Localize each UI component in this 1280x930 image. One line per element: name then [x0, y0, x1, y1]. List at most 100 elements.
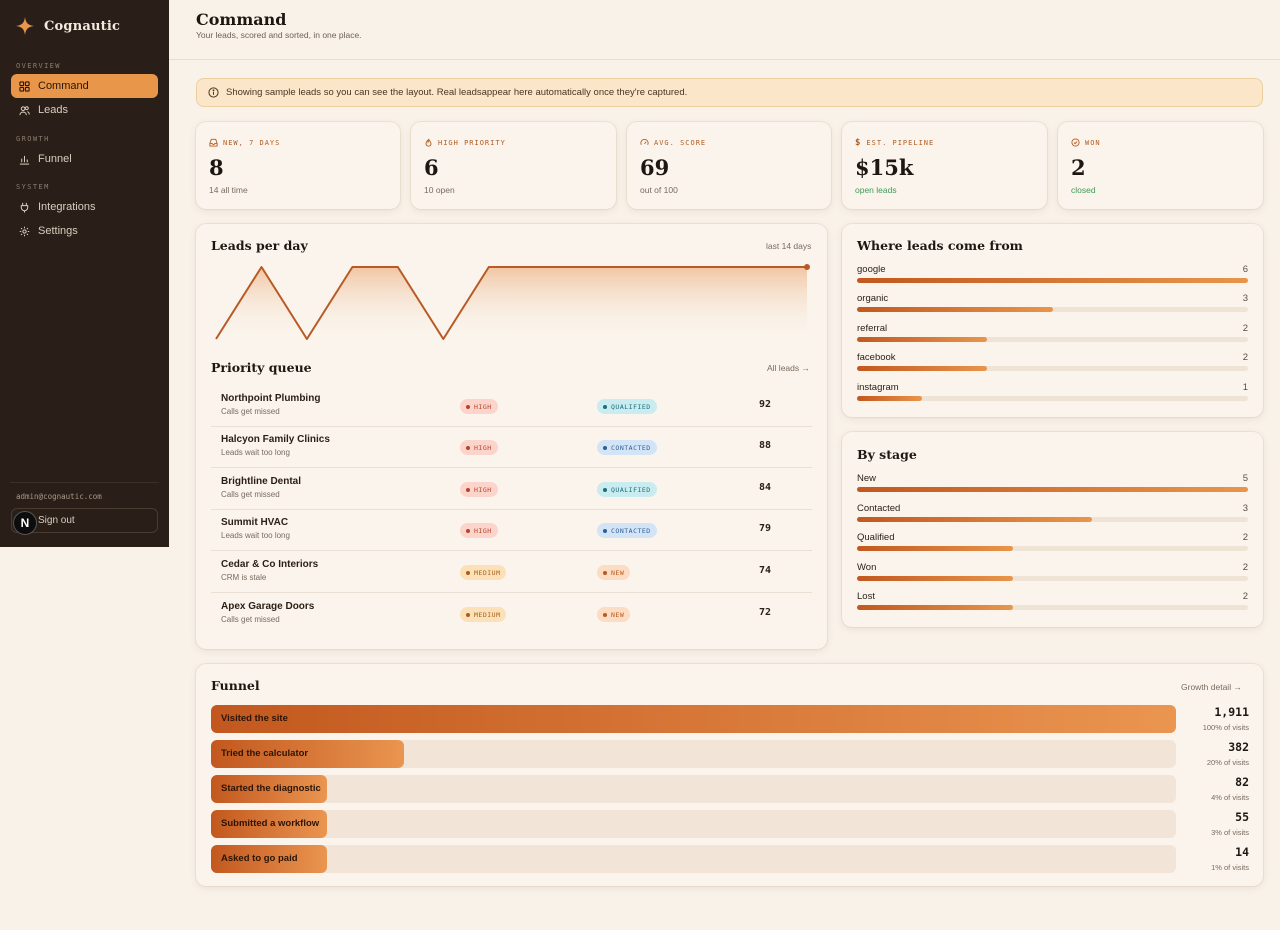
queue-row[interactable]: Brightline Dental Calls get missed HIGH …: [211, 469, 812, 510]
priority-badge: HIGH: [460, 440, 498, 455]
source-count: 1: [1242, 382, 1248, 393]
sidebar-item-leads[interactable]: Leads: [11, 98, 158, 122]
stat-card-avg-score: AVG. SCORE 69 out of 100: [627, 122, 831, 209]
funnel-step-pct: 1% of visits: [1211, 863, 1249, 872]
leads-last-point: [804, 264, 810, 270]
queue-row[interactable]: Cedar & Co Interiors CRM is stale MEDIUM…: [211, 552, 812, 593]
grid-icon: [19, 80, 30, 92]
page-title: Command: [196, 10, 287, 29]
funnel-bar: [211, 775, 327, 803]
queue-row[interactable]: Summit HVAC Leads wait too long HIGH CON…: [211, 510, 812, 551]
growth-detail-link[interactable]: Growth detail →: [1181, 682, 1242, 692]
queue-row[interactable]: Apex Garage Doors Calls get missed MEDIU…: [211, 594, 812, 635]
stage-bar: [857, 576, 1014, 581]
stage-bar: [857, 487, 1248, 492]
funnel-step-value: 55: [1235, 810, 1249, 824]
source-bar: [857, 366, 988, 371]
lead-score: 79: [759, 523, 772, 534]
info-icon: [208, 87, 219, 98]
source-count: 6: [1242, 264, 1248, 275]
sidebar-item-label: Settings: [38, 225, 78, 237]
stat-sub: closed: [1071, 185, 1096, 195]
funnel-step-label: Asked to go paid: [221, 853, 298, 864]
source-label: google: [857, 264, 886, 275]
leads-line: [215, 266, 807, 340]
stat-value: $15k: [855, 155, 914, 180]
header-divider: [169, 59, 1280, 60]
sources-title: Where leads come from: [857, 238, 1023, 253]
plug-icon: [20, 202, 29, 213]
section-label-growth: GROWTH: [16, 135, 50, 143]
lead-desc: Leads wait too long: [221, 448, 290, 457]
source-bar: [857, 278, 1248, 283]
sidebar-item-label: Leads: [38, 104, 68, 116]
stat-value: 8: [209, 155, 224, 180]
sign-out-button[interactable]: Sign out: [11, 508, 158, 533]
lead-name: Brightline Dental: [221, 476, 302, 487]
stage-bar: [857, 605, 1014, 610]
stat-sub: open leads: [855, 185, 897, 195]
sidebar-item-settings[interactable]: Settings: [11, 219, 158, 243]
lead-desc: CRM is stale: [221, 573, 267, 582]
stat-card-won: WON 2 closed: [1058, 122, 1263, 209]
lead-score: 74: [759, 565, 772, 576]
source-row: google 6: [857, 264, 1248, 293]
source-count: 2: [1242, 323, 1248, 334]
stat-value: 69: [640, 155, 670, 180]
priority-badge: HIGH: [460, 482, 498, 497]
funnel-step: Submitted a workflow: [211, 810, 1176, 838]
sidebar-item-label: Integrations: [38, 201, 96, 213]
funnel-step-value: 82: [1235, 775, 1249, 789]
sidebar-item-label: Funnel: [38, 153, 72, 165]
gear-icon: [19, 226, 30, 236]
sources-card: [842, 224, 1263, 417]
lead-name: Halcyon Family Clinics: [221, 434, 330, 445]
stage-label: New: [857, 473, 877, 484]
funnel-step: Visited the site: [211, 705, 1176, 733]
flame-icon: [425, 138, 432, 147]
lead-desc: Leads wait too long: [221, 531, 290, 540]
funnel-step-label: Tried the calculator: [221, 748, 309, 759]
funnel-step-label: Started the diagnostic: [221, 783, 321, 794]
sidebar-divider: [10, 482, 159, 483]
stage-badge: CONTACTED: [597, 523, 657, 538]
queue-row[interactable]: Halcyon Family Clinics Leads wait too lo…: [211, 427, 812, 468]
stage-count: 2: [1242, 532, 1248, 543]
all-leads-link[interactable]: All leads →: [767, 363, 810, 373]
check-circle-icon: [1071, 138, 1080, 147]
brand[interactable]: Cognautic: [16, 17, 120, 35]
queue-row[interactable]: Northpoint Plumbing Calls get missed HIG…: [211, 386, 812, 427]
stat-label: AVG. SCORE: [654, 138, 707, 147]
stage-badge: CONTACTED: [597, 440, 657, 455]
funnel-bar: [211, 810, 327, 838]
sidebar-item-funnel[interactable]: Funnel: [11, 147, 158, 171]
funnel-step-label: Visited the site: [221, 713, 288, 724]
funnel-step-pct: 4% of visits: [1211, 793, 1249, 802]
funnel-bar: [211, 705, 1176, 733]
stat-label: EST. PIPELINE: [866, 139, 935, 147]
stages-card: [842, 432, 1263, 627]
sidebar-item-label: Command: [38, 80, 89, 92]
avatar[interactable]: N: [13, 511, 37, 535]
stage-bar: [857, 517, 1092, 522]
funnel-step: Started the diagnostic: [211, 775, 1176, 803]
leads-per-day-range: last 14 days: [766, 241, 812, 251]
stage-row: Contacted 3: [857, 503, 1248, 532]
stage-badge: QUALIFIED: [597, 399, 657, 414]
funnel-step-label: Submitted a workflow: [221, 818, 320, 829]
stat-sub: 14 all time: [209, 185, 248, 195]
leads-per-day-chart: [215, 264, 810, 340]
source-bar: [857, 307, 1053, 312]
source-label: referral: [857, 323, 888, 334]
funnel-step-pct: 3% of visits: [1211, 828, 1249, 837]
lead-desc: Calls get missed: [221, 615, 280, 624]
lead-desc: Calls get missed: [221, 407, 280, 416]
stage-bar: [857, 546, 1014, 551]
sidebar-item-command[interactable]: Command: [11, 74, 158, 98]
stage-label: Contacted: [857, 503, 901, 514]
stage-label: Won: [857, 562, 877, 573]
leads-area: [216, 267, 807, 339]
sidebar-item-integrations[interactable]: Integrations: [11, 195, 158, 219]
funnel-step: Asked to go paid: [211, 845, 1176, 873]
source-row: facebook 2: [857, 352, 1248, 381]
